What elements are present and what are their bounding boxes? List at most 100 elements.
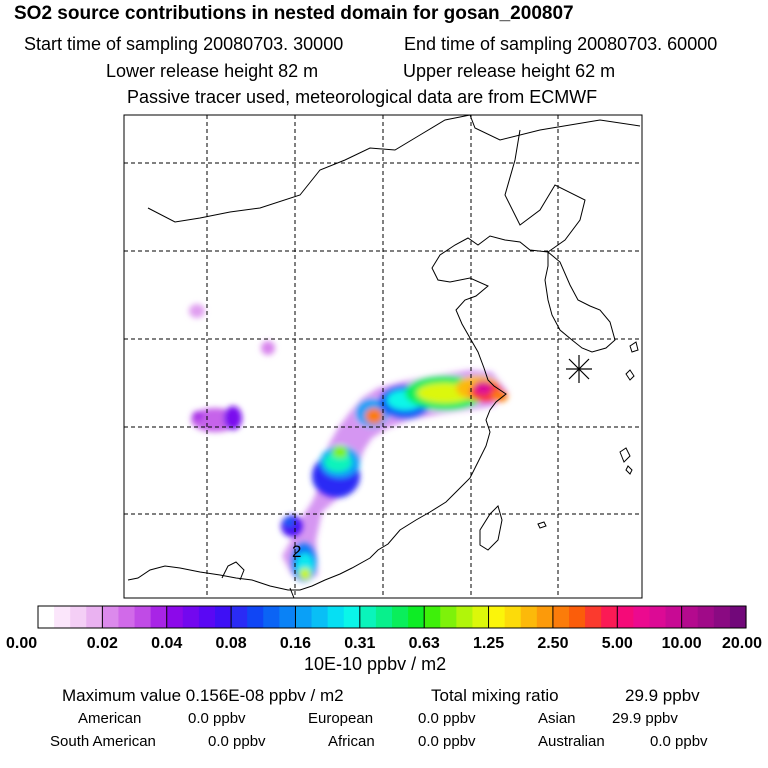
colorbar-tick-label: 10.00	[662, 635, 702, 652]
plume-blob	[189, 304, 205, 318]
colorbar-swatch	[343, 606, 361, 628]
colorbar-frame	[37, 605, 747, 629]
total-value: 29.9 ppbv	[625, 686, 700, 705]
colorbar-swatch	[536, 606, 554, 628]
region-name: American	[78, 710, 142, 727]
colorbar-tick-label: 2.50	[537, 635, 568, 652]
colorbar-swatch	[488, 606, 506, 628]
colorbar-swatch	[231, 606, 248, 628]
lower-release-height: Lower release height 82 m	[106, 61, 319, 81]
region-name: African	[328, 733, 375, 750]
receptor-star-icon	[566, 355, 592, 383]
colorbar-swatch	[102, 606, 120, 628]
colorbar-swatch	[617, 606, 634, 628]
colorbar-swatch	[327, 606, 345, 628]
colorbar	[37, 605, 747, 629]
colorbar-swatch	[134, 606, 152, 628]
colorbar-swatch	[601, 606, 618, 628]
colorbar-tick-label: 5.00	[602, 635, 633, 652]
source-label: 2	[292, 542, 301, 561]
colorbar-tick-label: 0.63	[409, 635, 440, 652]
map-frame	[123, 114, 643, 599]
concentration-field	[189, 304, 508, 582]
gridlines	[124, 115, 642, 598]
colorbar-swatch	[392, 606, 409, 628]
colorbar-tick-label: 0.02	[87, 635, 118, 652]
plume-blob	[332, 446, 348, 458]
colorbar-swatch	[198, 606, 216, 628]
region-value: 0.0 ppbv	[188, 710, 246, 727]
taiwan-coastline	[479, 505, 503, 551]
colorbar-swatch	[38, 606, 55, 628]
colorbar-swatch	[713, 606, 731, 628]
colorbar-tick-label: 0.08	[216, 635, 247, 652]
colorbar-swatch	[86, 606, 103, 628]
colorbar-swatch	[520, 606, 538, 628]
region-value: 0.0 ppbv	[208, 733, 266, 750]
plume-blob	[492, 390, 508, 402]
coastlines	[127, 115, 641, 598]
colorbar-swatch	[295, 606, 313, 628]
colorbar-tick-label: 0.16	[280, 635, 311, 652]
plume-blob	[365, 408, 383, 424]
plume-blob	[224, 406, 242, 430]
border-line	[147, 115, 471, 223]
tracer-note: Passive tracer used, meteorological data…	[127, 87, 598, 107]
border-line	[221, 561, 245, 581]
colorbar-swatch	[633, 606, 651, 628]
border-line	[289, 587, 295, 598]
colorbar-tick-label: 20.00	[722, 635, 762, 652]
region-value: 29.9 ppbv	[612, 710, 678, 727]
colorbar-swatch	[359, 606, 377, 628]
colorbar-swatch	[408, 606, 425, 628]
korea-coastline	[544, 250, 616, 353]
region-value: 0.0 ppbv	[418, 710, 476, 727]
upper-release-height: Upper release height 62 m	[403, 61, 616, 81]
total-label: Total mixing ratio	[431, 686, 559, 705]
plume-blob	[299, 568, 311, 580]
colorbar-tick-label: 0.04	[151, 635, 182, 652]
colorbar-swatch	[456, 606, 474, 628]
colorbar-swatch	[54, 606, 71, 628]
colorbar-swatch	[697, 606, 715, 628]
region-value: 0.0 ppbv	[650, 733, 708, 750]
island	[625, 465, 633, 475]
colorbar-swatch	[649, 606, 667, 628]
colorbar-swatch	[424, 606, 441, 628]
colorbar-swatch	[552, 606, 570, 628]
colorbar-swatch	[279, 606, 297, 628]
colorbar-ticks: 0.00 0.02 0.04 0.08 0.16 0.31 0.63 1.25 2.50 5.00…	[6, 606, 762, 652]
colorbar-swatch	[311, 606, 329, 628]
colorbar-swatch	[665, 606, 683, 628]
region-value: 0.0 ppbv	[418, 733, 476, 750]
colorbar-swatch	[70, 606, 87, 628]
island	[625, 369, 635, 381]
plume-blob	[474, 381, 492, 395]
colorbar-tick-label: 0.00	[6, 635, 37, 652]
china-coastline	[127, 235, 549, 591]
border-line	[469, 115, 641, 141]
colorbar-swatch	[215, 606, 232, 628]
start-time: Start time of sampling 20080703. 30000	[24, 34, 344, 54]
colorbar-swatch	[504, 606, 522, 628]
max-value: Maximum value 0.156E-08 ppbv / m2	[62, 686, 344, 705]
colorbar-swatch	[472, 606, 490, 628]
colorbar-swatch	[247, 606, 264, 628]
colorbar-swatch	[118, 606, 136, 628]
chart-title: SO2 source contributions in nested domai…	[14, 3, 574, 24]
colorbar-swatch	[681, 606, 699, 628]
colorbar-swatch	[569, 606, 586, 628]
region-name: European	[308, 710, 374, 727]
colorbar-swatch	[263, 606, 280, 628]
region-name: South American	[50, 733, 156, 750]
border-line	[504, 129, 586, 253]
island	[537, 521, 547, 529]
end-time: End time of sampling 20080703. 60000	[404, 34, 718, 54]
plume-blob	[261, 341, 275, 355]
region-name: Australian	[538, 733, 605, 750]
colorbar-swatch	[375, 606, 393, 628]
island	[619, 447, 631, 463]
plume-blob	[324, 452, 352, 472]
colorbar-tick-label: 0.31	[344, 635, 375, 652]
